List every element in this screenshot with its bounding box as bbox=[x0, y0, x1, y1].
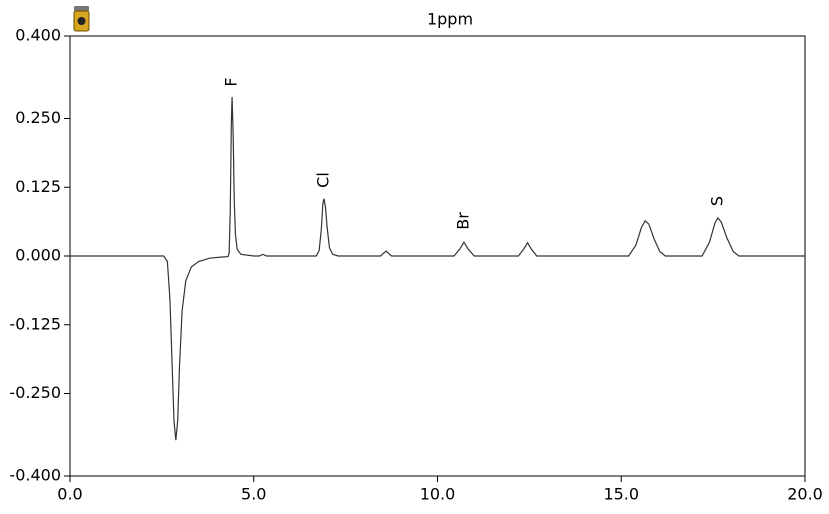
y-tick-label: -0.125 bbox=[9, 314, 61, 333]
y-tick-label: 0.400 bbox=[15, 26, 61, 45]
peak-label: F bbox=[222, 77, 241, 86]
y-tick-label: -0.400 bbox=[9, 466, 61, 485]
y-tick-label: 0.250 bbox=[15, 108, 61, 127]
peak-label: Br bbox=[454, 212, 473, 230]
chart-title: 1ppm bbox=[427, 10, 473, 29]
peak-label: Cl bbox=[314, 172, 333, 188]
x-tick-label: 5.0 bbox=[241, 485, 266, 504]
chromatogram-line bbox=[70, 97, 805, 441]
x-tick-label: 20.0 bbox=[787, 485, 823, 504]
app-icon bbox=[73, 6, 90, 32]
x-tick-label: 0.0 bbox=[57, 485, 82, 504]
y-tick-label: 0.000 bbox=[15, 246, 61, 265]
y-tick-label: -0.250 bbox=[9, 383, 61, 402]
y-tick-label: 0.125 bbox=[15, 177, 61, 196]
peak-label: S bbox=[708, 196, 727, 206]
x-tick-label: 15.0 bbox=[603, 485, 639, 504]
x-tick-label: 10.0 bbox=[420, 485, 456, 504]
